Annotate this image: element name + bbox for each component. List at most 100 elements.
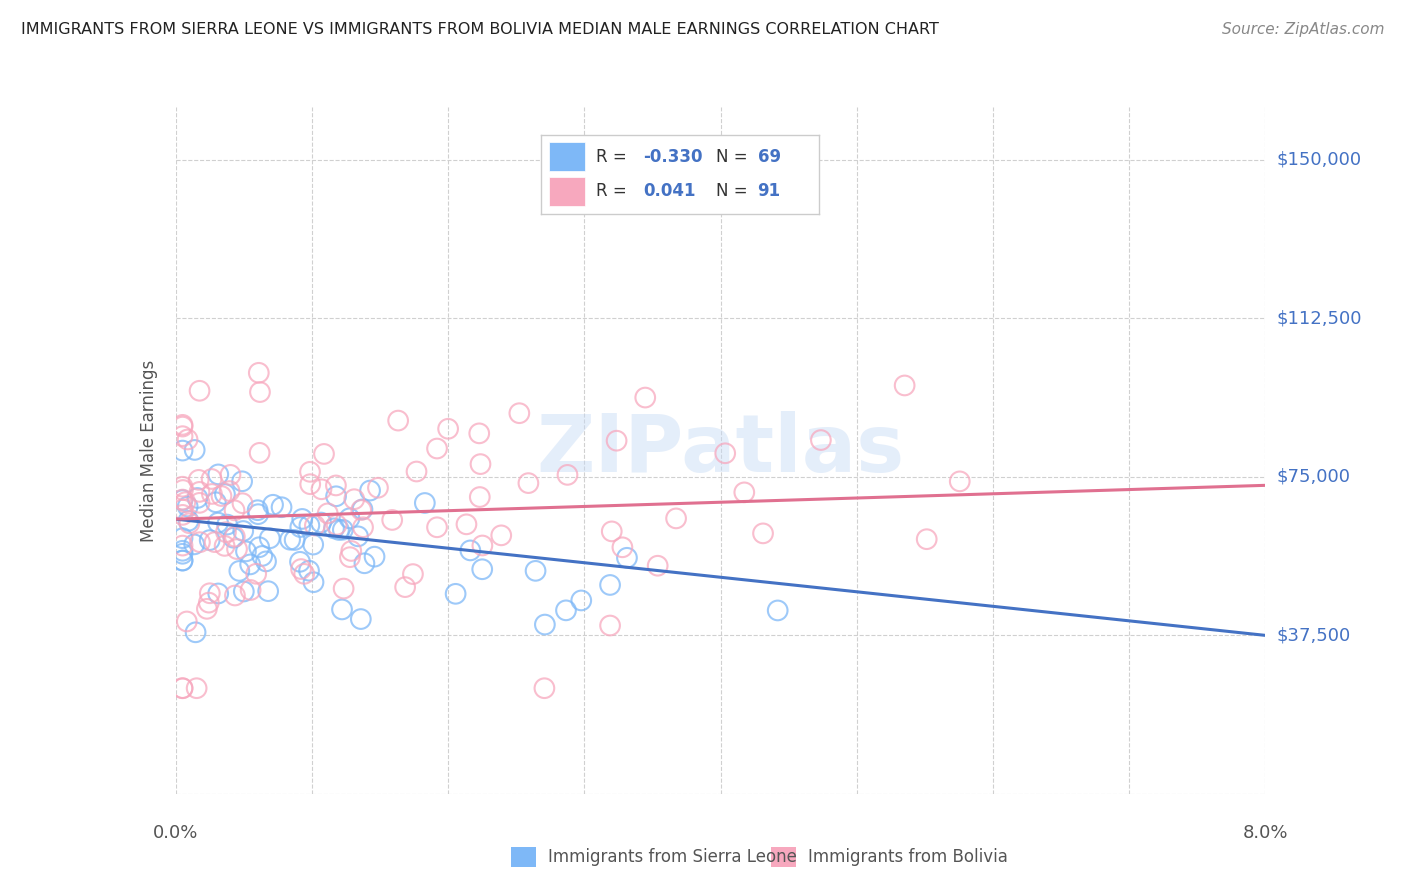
Point [259,531,281,545]
Point [198,533,221,547]
Point [207,516,229,530]
Text: IMMIGRANTS FROM SIERRA LEONE VS IMMIGRANTS FROM BOLIVIA MEDIAN MALE EARNINGS COR: IMMIGRANTS FROM SIERRA LEONE VS IMMIGRAN… [21,22,939,37]
Point [405,465,427,479]
Point [634,391,657,405]
Point [460,543,482,558]
Point [172,553,194,567]
Point [426,520,449,534]
Point [491,528,513,542]
Point [394,580,416,594]
Point [188,484,211,499]
Point [444,587,467,601]
Y-axis label: Median Male Earnings: Median Male Earnings [139,359,157,541]
Point [172,429,194,443]
Point [298,564,321,578]
Point [302,538,325,552]
Point [252,549,274,563]
Point [328,523,350,537]
Text: Immigrants from Sierra Leone: Immigrants from Sierra Leone [547,848,797,866]
Point [533,681,555,696]
Text: 91: 91 [758,182,780,201]
Text: $37,500: $37,500 [1277,626,1351,644]
Point [219,467,242,482]
Text: $75,000: $75,000 [1277,468,1351,486]
Point [172,543,194,558]
Point [915,532,938,546]
Point [437,422,460,436]
Point [205,495,228,509]
Point [245,566,267,581]
Point [766,603,789,617]
Point [616,550,638,565]
Point [569,593,592,607]
Point [312,447,335,461]
Point [172,681,194,696]
Point [188,496,211,510]
Point [198,596,221,610]
Point [217,517,239,532]
Point [184,625,207,640]
Point [246,503,269,517]
Point [534,617,557,632]
Point [456,517,478,532]
Point [298,465,321,479]
Point [262,498,284,512]
Point [214,487,236,501]
Text: R =: R = [596,182,637,201]
Point [665,511,688,525]
Point [247,507,270,521]
Point [330,602,353,616]
Point [292,566,315,581]
Point [172,480,194,494]
Point [270,500,292,515]
Point [214,539,236,553]
Point [714,446,737,460]
Point [555,603,578,617]
Point [204,535,226,549]
Point [893,378,915,392]
Point [254,554,277,568]
Point [309,516,332,530]
Point [172,547,194,561]
Text: R =: R = [596,148,633,166]
Point [172,483,194,497]
Point [235,544,257,558]
Point [176,500,198,514]
Point [284,533,307,547]
Point [172,493,194,508]
Point [733,485,755,500]
Point [413,496,436,510]
Point [228,564,250,578]
Point [172,443,194,458]
Point [195,602,218,616]
Point [291,512,314,526]
Point [647,558,669,573]
Point [381,513,404,527]
Point [224,503,246,517]
Point [186,681,208,696]
Point [752,526,775,541]
Point [347,529,370,543]
Point [325,478,347,492]
Point [426,442,449,456]
Point [471,562,494,576]
Point [352,502,374,516]
Point [172,681,194,696]
Point [332,582,354,596]
Point [471,539,494,553]
Point [224,530,246,544]
Point [299,477,322,491]
Point [222,531,245,545]
Point [278,533,301,547]
Point [247,366,270,380]
Point [172,531,194,545]
Point [290,520,312,534]
Point [183,442,205,457]
Point [179,516,201,531]
Point [367,481,389,495]
Point [339,511,361,525]
Point [186,491,208,505]
Point [508,406,530,420]
Point [949,475,972,489]
Point [187,473,209,487]
